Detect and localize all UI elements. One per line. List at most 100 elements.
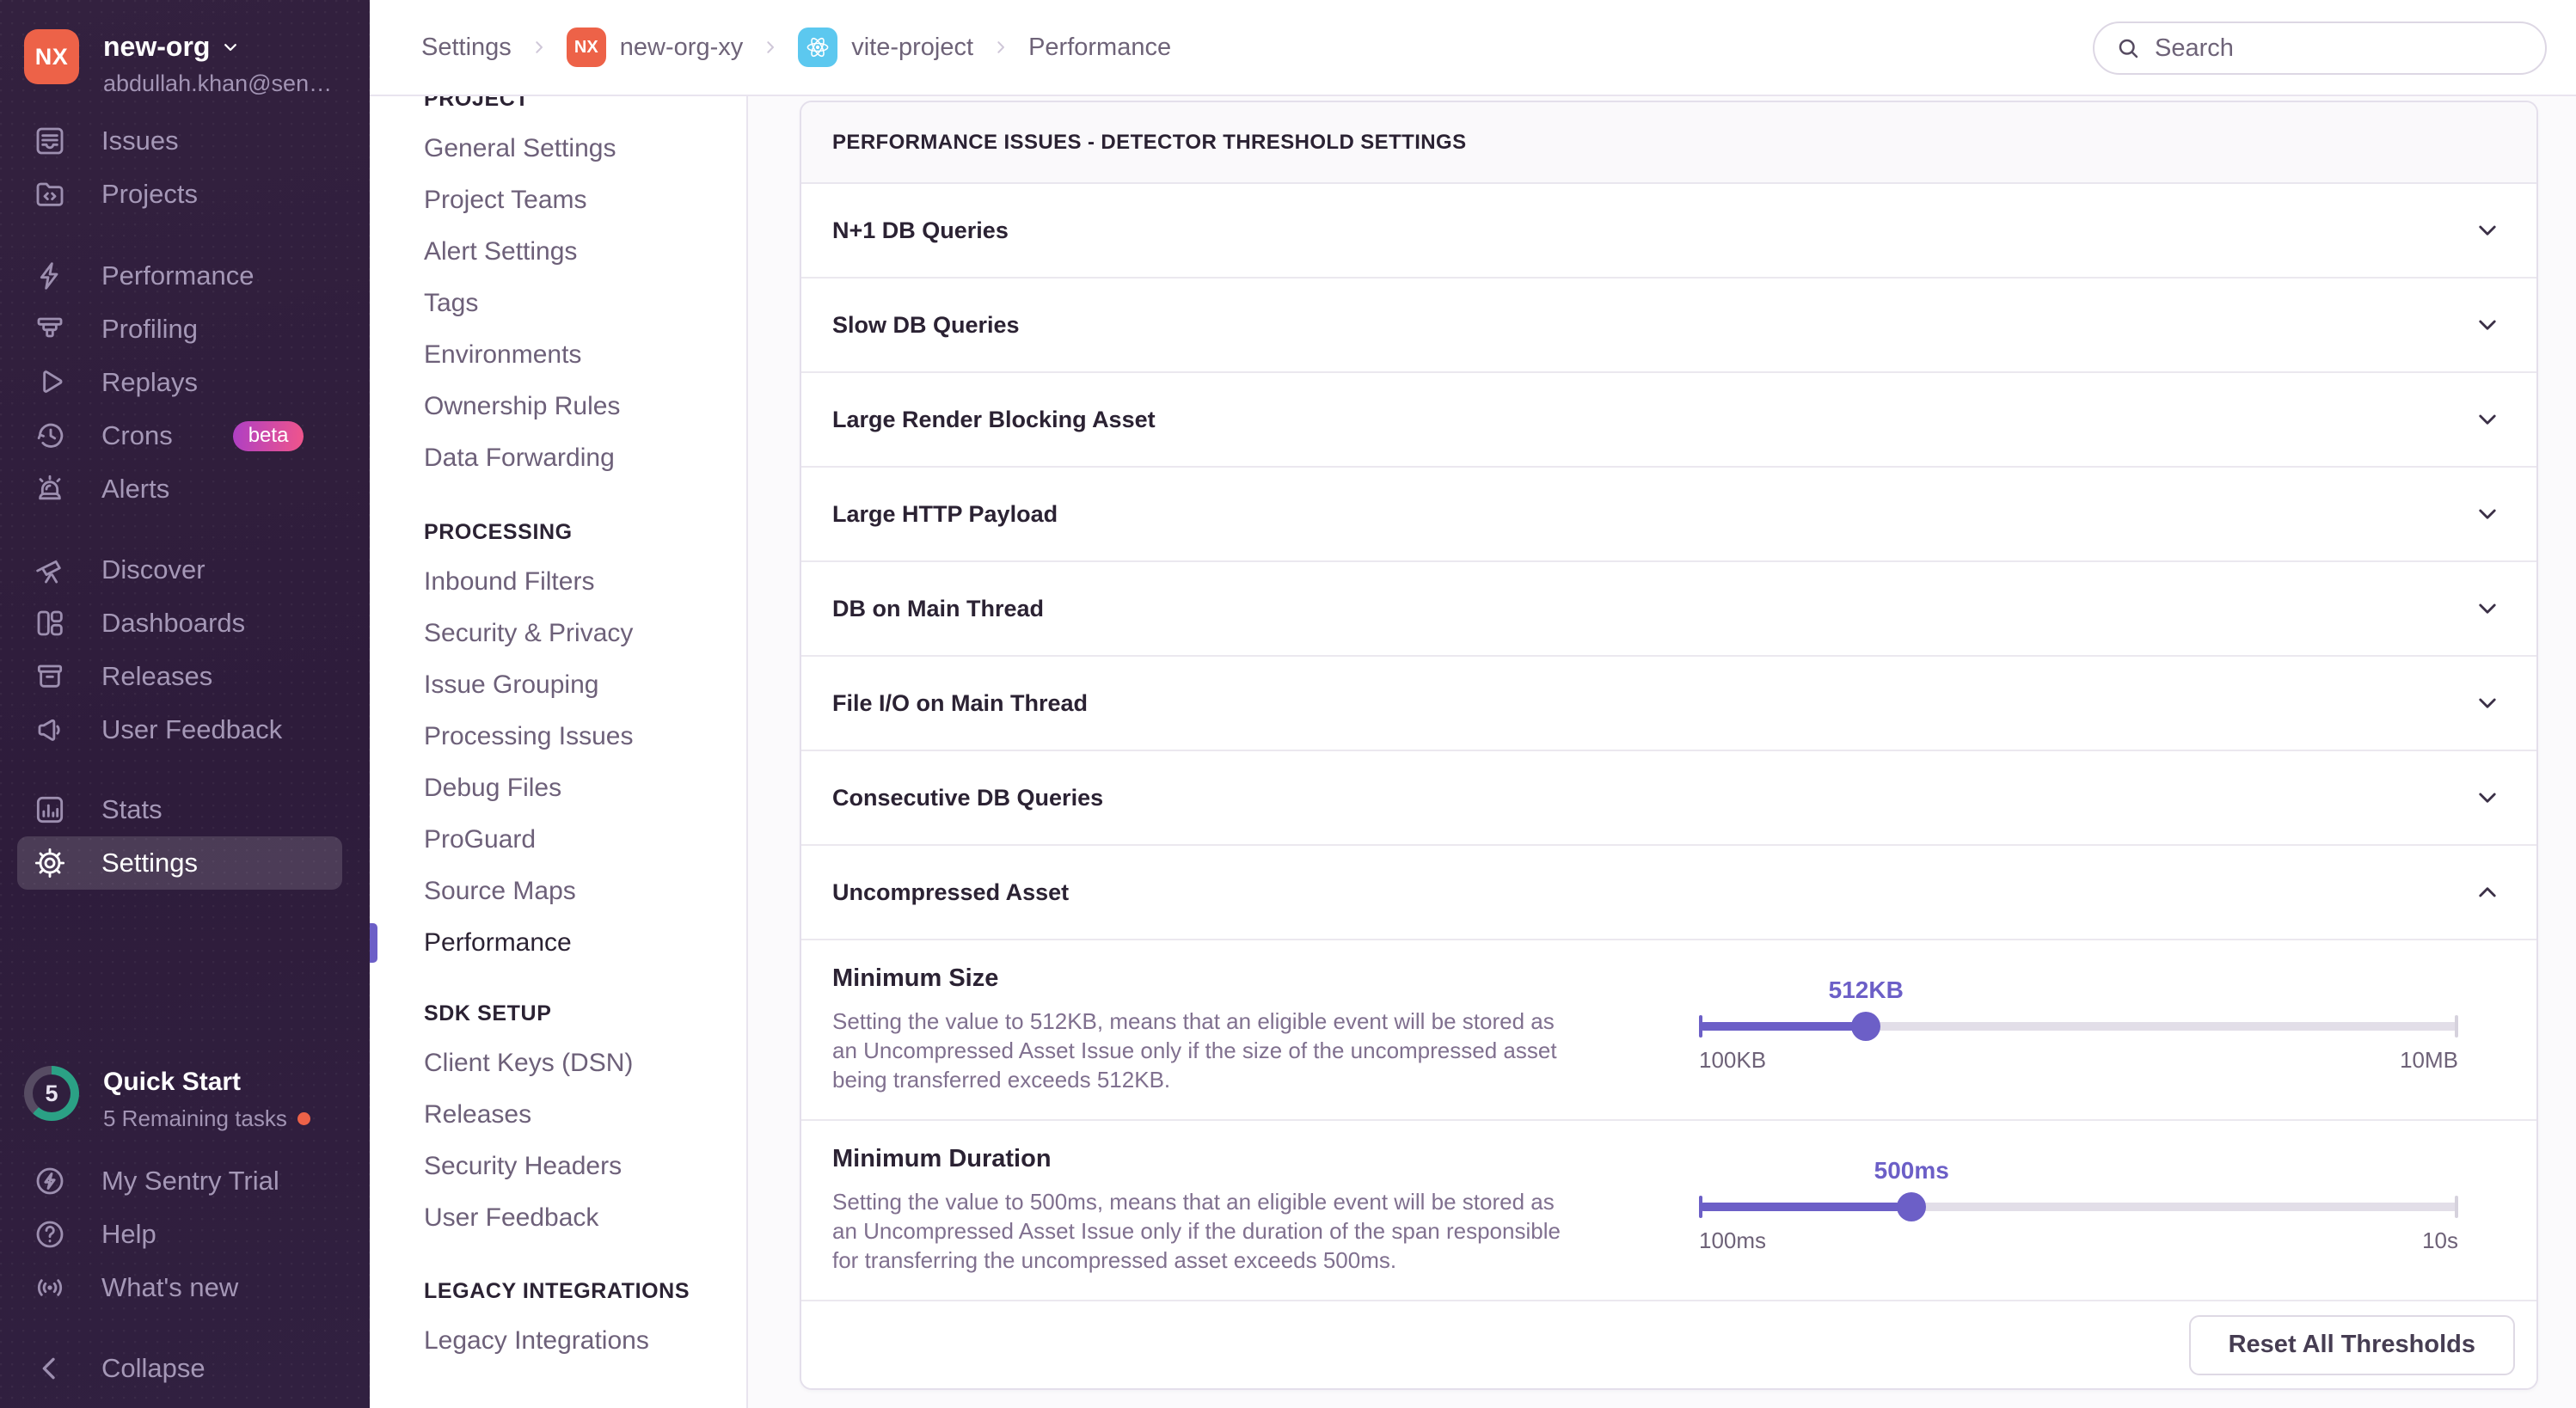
chevron-up-icon [2473,878,2502,907]
sidebar-item-discover[interactable]: Discover [17,543,342,597]
breadcrumb-separator-icon [529,37,549,58]
sidebar-item-label: Replays [101,367,198,397]
settings-nav-item-user-feedback[interactable]: User Feedback [424,1203,599,1232]
breadcrumb-item-performance[interactable]: Performance [1028,34,1171,62]
settings-nav-item-source-maps[interactable]: Source Maps [424,877,576,905]
sidebar-item-performance[interactable]: Performance [17,249,342,303]
crons-icon [33,419,67,453]
settings-nav-item-client-keys-dsn[interactable]: Client Keys (DSN) [424,1049,634,1077]
field-minimum-size: Minimum Size Setting the value to 512KB,… [801,940,2536,1121]
sidebar-item-what-s-new[interactable]: What's new [17,1261,342,1314]
sidebar-group: Issues Projects [17,114,342,221]
minimum-duration-slider[interactable]: 500ms 100ms 10s [1699,1145,2458,1274]
discover-icon [33,553,67,587]
sidebar-item-dashboards[interactable]: Dashboards [17,597,342,650]
sidebar-item-settings[interactable]: Settings [17,836,342,890]
detector-label: File I/O on Main Thread [832,689,1089,716]
sidebar-item-label: Profiling [101,314,198,344]
settings-nav-item-inbound-filters[interactable]: Inbound Filters [424,567,595,596]
sidebar-item-issues[interactable]: Issues [17,114,342,168]
sidebar-item-label: Projects [101,179,198,209]
projects-icon [33,177,67,211]
settings-nav-item-issue-grouping[interactable]: Issue Grouping [424,670,599,699]
notification-dot [297,1112,310,1125]
panel-title: PERFORMANCE ISSUES - DETECTOR THRESHOLD … [801,102,2536,184]
breadcrumb-item-settings[interactable]: Settings [421,34,512,62]
slider-max-tick [2455,1015,2458,1038]
settings-nav: PROJECT General Settings Project Teams Aler… [370,0,748,1408]
detector-row-slow-db-queries[interactable]: Slow DB Queries [801,279,2536,373]
sidebar-item-label: Issues [101,125,179,156]
detector-row-file-i-o-on-main-thread[interactable]: File I/O on Main Thread [801,657,2536,751]
slider-range-labels: 100ms 10s [1699,1227,2458,1254]
settings-nav-section: LEGACY INTEGRATIONS Legacy Integrations [370,1267,746,1367]
sidebar-item-crons[interactable]: Crons beta [17,409,342,462]
settings-nav-item-performance[interactable]: Performance [370,917,746,969]
sidebar-item-label: Crons [101,420,173,450]
panel-footer: Reset All Thresholds [801,1301,2536,1388]
org-switcher[interactable]: NX new-org abdullah.khan@sen… [24,29,332,97]
collapse-sidebar-button[interactable]: Collapse [17,1342,342,1395]
breadcrumb-separator-icon [760,37,781,58]
detector-row-db-on-main-thread[interactable]: DB on Main Thread [801,562,2536,657]
slider-max-tick [2455,1196,2458,1218]
detector-row-uncompressed-asset[interactable]: Uncompressed Asset [801,846,2536,940]
sidebar-item-releases[interactable]: Releases [17,650,342,703]
slider-thumb[interactable] [1851,1012,1881,1041]
settings-nav-item-ownership-rules[interactable]: Ownership Rules [424,392,621,420]
settings-nav-item-debug-files[interactable]: Debug Files [424,774,562,802]
slider-track[interactable] [1699,1022,2458,1031]
sidebar-item-projects[interactable]: Projects [17,168,342,221]
breadcrumb-label: Settings [421,33,512,61]
settings-nav-item-tags[interactable]: Tags [424,289,479,317]
settings-nav-item-proguard[interactable]: ProGuard [424,825,537,854]
slider-min-tick [1699,1196,1702,1218]
sidebar-item-user-feedback[interactable]: User Feedback [17,703,342,756]
breadcrumb-item-new-org-xy[interactable]: NX new-org-xy [566,28,743,67]
performance-icon [33,259,67,293]
search-icon [2115,35,2141,61]
reset-all-thresholds-button[interactable]: Reset All Thresholds [2188,1314,2515,1375]
quick-start-progress-ring: 5 [24,1066,79,1121]
detector-row-consecutive-db-queries[interactable]: Consecutive DB Queries [801,751,2536,846]
settings-nav-item-security-privacy[interactable]: Security & Privacy [424,619,634,647]
settings-nav-item-general-settings[interactable]: General Settings [424,134,616,162]
field-minimum-duration-control: 500ms 100ms 10s [1699,1145,2458,1300]
sidebar-item-replays[interactable]: Replays [17,356,342,409]
sidebar-item-help[interactable]: Help [17,1208,342,1261]
sidebar: NX new-org abdullah.khan@sen… Issues Proj… [0,0,370,1408]
quick-start-widget[interactable]: 5 Quick Start 5 Remaining tasks [24,1066,310,1132]
slider-max-label: 10MB [2400,1047,2458,1073]
slider-track[interactable] [1699,1203,2458,1211]
sidebar-item-my-sentry-trial[interactable]: My Sentry Trial [17,1154,342,1208]
settings-nav-item-project-teams[interactable]: Project Teams [424,186,587,214]
sidebar-item-alerts[interactable]: Alerts [17,462,342,516]
settings-nav-item-environments[interactable]: Environments [424,340,582,369]
detector-label: Large HTTP Payload [832,500,1058,527]
breadcrumb: Settings NX new-org-xy vite-project Performa… [421,28,1171,67]
detector-row-n-1-db-queries[interactable]: N+1 DB Queries [801,184,2536,279]
quick-start-count: 5 [45,1080,58,1106]
settings-nav-item-data-forwarding[interactable]: Data Forwarding [424,444,615,472]
whats-new-icon [33,1270,67,1305]
settings-nav-item-processing-issues[interactable]: Processing Issues [424,722,634,750]
sidebar-item-label: Performance [101,260,255,291]
sidebar-group: My Sentry Trial Help What's new [17,1154,342,1314]
minimum-size-slider[interactable]: 512KB 100KB 10MB [1699,964,2458,1093]
settings-nav-item-legacy-integrations[interactable]: Legacy Integrations [424,1326,649,1355]
settings-nav-item-releases[interactable]: Releases [424,1100,532,1129]
slider-thumb[interactable] [1897,1192,1927,1221]
field-minimum-size-text: Minimum Size Setting the value to 512KB,… [832,964,1563,1119]
sidebar-item-profiling[interactable]: Profiling [17,303,342,356]
search-input[interactable] [2155,34,2524,63]
search-box[interactable] [2093,21,2547,75]
detector-row-large-render-blocking-asset[interactable]: Large Render Blocking Asset [801,373,2536,468]
issues-icon [33,124,67,158]
sidebar-item-stats[interactable]: Stats [17,783,342,836]
breadcrumb-item-vite-project[interactable]: vite-project [798,28,973,67]
settings-nav-item-alert-settings[interactable]: Alert Settings [424,237,578,266]
slider-min-label: 100KB [1699,1047,1767,1073]
detector-row-large-http-payload[interactable]: Large HTTP Payload [801,468,2536,562]
settings-nav-item-security-headers[interactable]: Security Headers [424,1152,623,1180]
